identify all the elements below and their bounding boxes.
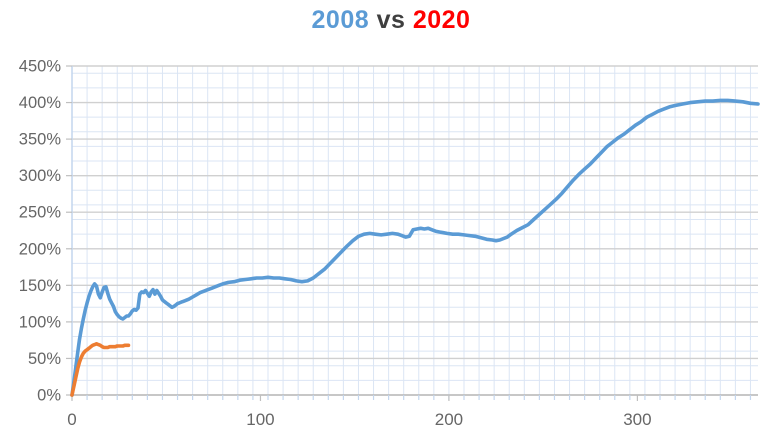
x-axis-label: 300 (623, 410, 651, 429)
y-axis-label: 450% (19, 58, 62, 76)
series-2008-line[interactable] (70, 98, 760, 397)
x-axis-label: 0 (67, 410, 76, 429)
chart-title: 2008 vs 2020 (0, 6, 782, 35)
y-axis-label: 0% (37, 387, 61, 405)
y-axis-label: 350% (19, 131, 62, 149)
series-2020-line[interactable] (70, 342, 131, 397)
y-axis-label: 100% (19, 313, 62, 331)
y-axis-label: 300% (19, 167, 62, 185)
title-separator: vs (369, 6, 413, 34)
x-axis-label: 200 (435, 410, 463, 429)
title-series-2008: 2008 (311, 6, 370, 34)
title-series-2020: 2020 (412, 6, 471, 34)
y-axis-label: 150% (19, 277, 62, 295)
y-axis-label: 250% (19, 204, 62, 222)
y-axis-label: 50% (28, 350, 61, 368)
y-axis-label: 200% (19, 240, 62, 258)
y-axis-label: 400% (19, 94, 62, 112)
x-axis-label: 100 (246, 410, 274, 429)
